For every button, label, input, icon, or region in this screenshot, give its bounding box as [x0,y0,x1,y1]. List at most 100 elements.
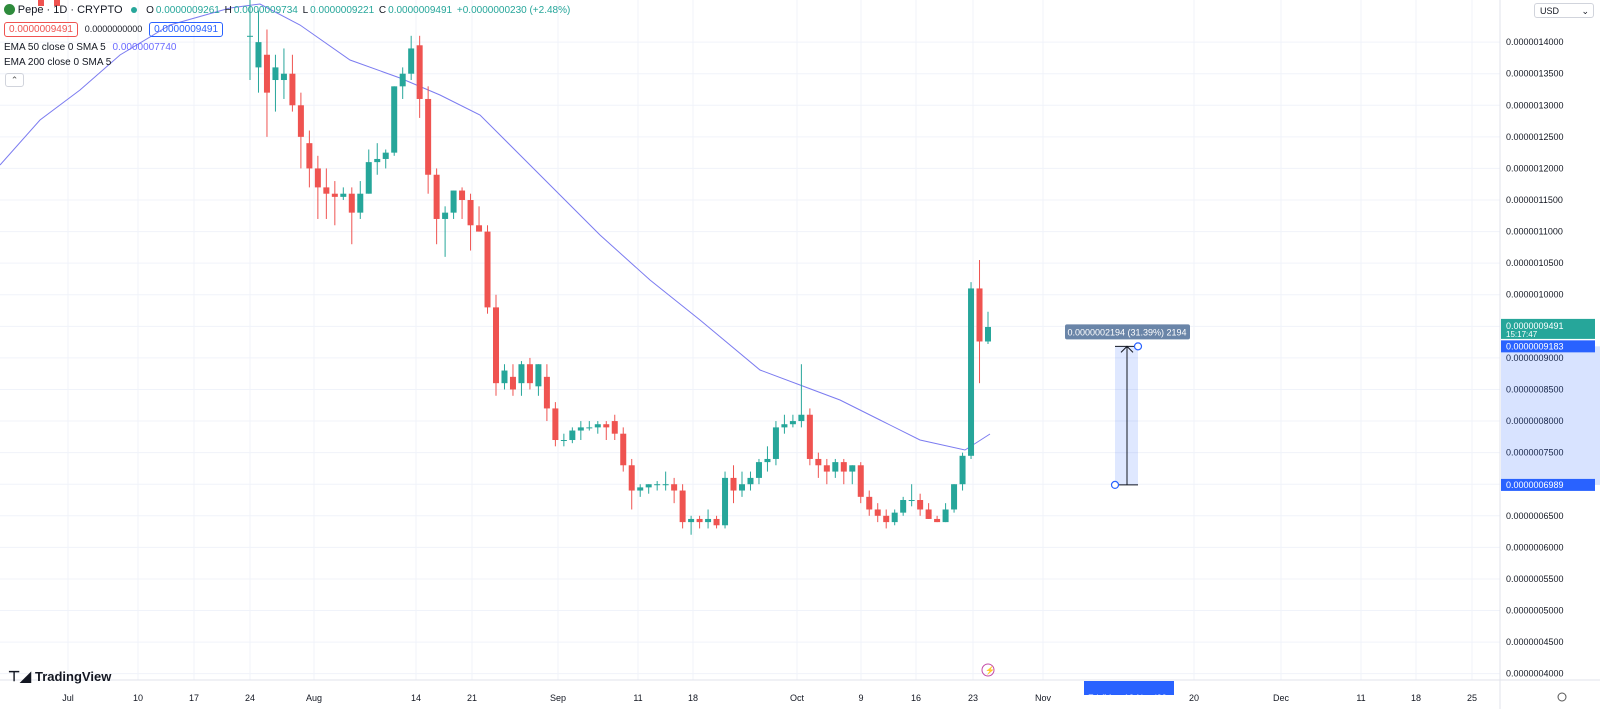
candle-body [552,408,559,441]
candle [289,54,296,112]
candle-body [908,500,915,502]
y-tick-label: 0.0000012500 [1506,132,1564,142]
y-tick-label: 0.0000004500 [1506,637,1564,647]
candle [365,149,372,194]
indicator-ema200[interactable]: EMA 200 close 0 SMA 5 [4,57,111,68]
candle [942,503,949,523]
y-tick-label: 0.0000013500 [1506,69,1564,79]
x-tick-label: 23 [968,693,978,703]
candle-body [331,193,338,197]
low-label: L [302,5,309,16]
tradingview-logo: ⊤◢ TradingView [8,668,111,685]
indicator-ema50[interactable]: EMA 50 close 0 SMA 5 0.0000007740 [4,42,176,53]
candle [959,452,966,491]
candle-body [459,190,466,201]
candle [832,458,839,478]
candle [688,515,695,535]
pepe-logo-icon [4,4,15,15]
y-tick-label: 0.0000010000 [1506,290,1564,300]
candle [331,181,338,226]
candle-body [263,54,270,93]
candle-body [747,477,754,485]
candle [408,35,415,81]
measure-handle-top[interactable] [1133,342,1143,351]
candle-body [38,0,44,6]
candle [416,35,423,118]
candle-body [705,518,712,523]
candle [586,421,593,431]
currency-select[interactable]: USD ⌄ [1534,3,1594,18]
x-tick-label: Aug [306,693,322,703]
candle-body [603,424,610,428]
candle-body [416,45,423,99]
ask-box[interactable]: 0.0000009491 [149,22,224,37]
y-tick-label: 0.0000008000 [1506,416,1564,426]
candle-body [840,462,847,472]
candle-body [688,518,695,523]
candle-body [348,193,355,213]
x-tick-label: 16 [911,693,921,703]
grid [0,0,1500,680]
ema50-label: EMA 50 close 0 SMA 5 [4,42,106,53]
measure-label-box [1065,324,1190,340]
symbol-legend: Pepe · 1D · CRYPTO O 0.0000009261 H 0.0000… [4,4,572,16]
candle [382,149,389,169]
last-price-label: 0.0000009491 [1506,321,1564,331]
gear-icon[interactable] [1557,692,1567,702]
candle [501,364,508,390]
bid-box[interactable]: 0.0000009491 [4,22,78,37]
candles [38,0,991,535]
candle-body [433,174,440,219]
lightning-icon[interactable] [981,663,995,677]
candle-body [577,427,584,431]
chevron-down-icon: ⌄ [1581,6,1589,16]
candle-body [739,484,745,491]
candle-body [425,98,432,175]
candle-body [696,518,703,523]
candle-body [832,462,839,472]
candle [255,10,262,93]
candle-body [620,433,627,466]
candle-body [374,158,381,163]
candle [518,361,525,396]
candle [509,364,516,396]
candle-body [823,465,830,472]
candle-body [942,509,949,523]
candle-body [476,225,483,232]
x-tick-label: Sep [550,693,566,703]
measure-handle-bottom[interactable] [1110,480,1120,490]
candle [391,86,398,156]
y-tick-label: 0.0000005500 [1506,574,1564,584]
x-tick-label: 10 [133,693,143,703]
candle [399,67,406,99]
symbol-title[interactable]: Pepe · 1D · CRYPTO [17,4,123,16]
candle-body [255,42,262,68]
y-tick-label: 0.0000009000 [1506,353,1564,363]
candle-body [968,288,975,456]
high-label: H [224,5,232,16]
candle [306,130,313,188]
last-price-box [1501,318,1595,339]
candle-body [781,424,788,428]
candle-body [900,500,907,513]
market-status-icon [131,7,138,13]
candle-body [484,231,491,308]
price-range-measure[interactable]: 0.0000002194 (31.39%) 2194 [1065,324,1190,490]
candle-body [764,458,771,463]
candle-body [849,465,856,472]
candle [900,496,907,516]
candle-body [408,48,415,74]
candle-body [365,162,372,194]
candle [713,515,720,529]
change-value: +0.0000000230 (+2.48%) [456,5,571,16]
candle [348,187,355,245]
candle-body [798,414,805,422]
candle-body [934,518,941,523]
candle [526,357,533,390]
candle [645,484,652,494]
collapse-legend-button[interactable]: ⌃ [5,73,24,87]
candle-body [382,152,389,159]
candle-body [493,307,499,384]
candle [772,421,779,466]
